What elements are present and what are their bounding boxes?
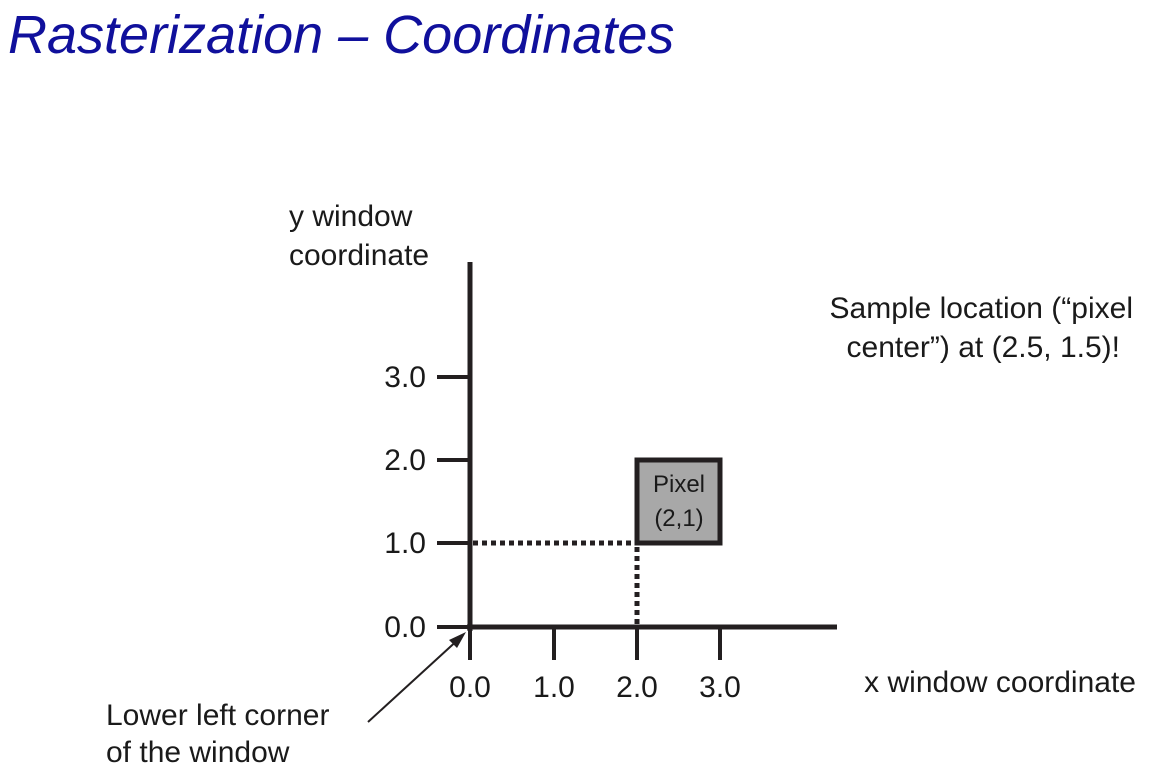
- y-tick-label-1: 1.0: [384, 527, 426, 560]
- sample-location-note-line2: center”) at (2.5, 1.5)!: [847, 331, 1120, 364]
- x-tick-label-0: 0.0: [449, 671, 491, 704]
- sample-location-note-line1: Sample location (“pixel: [830, 292, 1133, 325]
- pixel-label-line2: (2,1): [654, 505, 703, 532]
- page-title: Rasterization – Coordinates: [8, 5, 675, 65]
- y-tick-label-0: 0.0: [384, 611, 426, 644]
- y-axis-label-line1: y window: [289, 200, 413, 233]
- pixel-label-line1: Pixel: [653, 471, 705, 498]
- corner-callout-arrowhead: [449, 632, 466, 648]
- y-tick-label-3: 3.0: [384, 361, 426, 394]
- x-tick-label-3: 3.0: [699, 671, 741, 704]
- x-tick-label-2: 2.0: [616, 671, 658, 704]
- x-tick-label-1: 1.0: [533, 671, 575, 704]
- corner-callout-line2: of the window: [106, 736, 290, 769]
- x-axis-label: x window coordinate: [864, 666, 1136, 699]
- y-axis-label-line2: coordinate: [289, 239, 429, 272]
- corner-callout-line1: Lower left corner: [106, 699, 329, 732]
- corner-callout-arrow-line: [367, 636, 462, 723]
- y-tick-label-2: 2.0: [384, 444, 426, 477]
- pixel-box: [634, 457, 723, 546]
